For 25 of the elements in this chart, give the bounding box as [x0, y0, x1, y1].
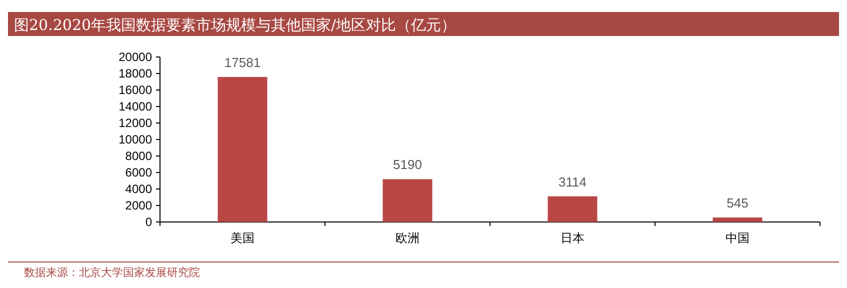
y-tick-label: 12000 [118, 116, 152, 130]
bar [712, 218, 762, 222]
data-label: 17581 [224, 54, 261, 70]
bar [548, 196, 598, 222]
data-label: 3114 [558, 174, 586, 190]
x-tick-label: 中国 [726, 231, 750, 245]
x-tick-label: 欧洲 [396, 231, 420, 245]
data-label: 5190 [393, 157, 422, 172]
y-tick-label: 16000 [118, 83, 152, 98]
y-tick-label: 20000 [118, 50, 152, 64]
data-label: 545 [726, 196, 748, 211]
y-tick-label: 8000 [125, 149, 152, 164]
bar [218, 76, 268, 222]
y-tick-label: 6000 [125, 166, 152, 180]
y-tick-label: 4000 [125, 182, 152, 196]
x-tick-label: 美国 [230, 231, 254, 245]
x-tick-label: 日本 [560, 231, 584, 245]
y-tick-label: 0 [145, 215, 152, 230]
chart-title: 图20.2020年我国数据要素市场规模与其他国家/地区对比（亿元） [14, 16, 456, 34]
y-tick-label: 14000 [118, 100, 152, 114]
y-tick-label: 2000 [125, 198, 152, 213]
bar [382, 179, 432, 222]
y-tick-label: 10000 [118, 132, 152, 147]
y-tick-label: 18000 [118, 66, 152, 81]
source-note: 数据来源：北京大学国家发展研究院 [24, 266, 200, 279]
